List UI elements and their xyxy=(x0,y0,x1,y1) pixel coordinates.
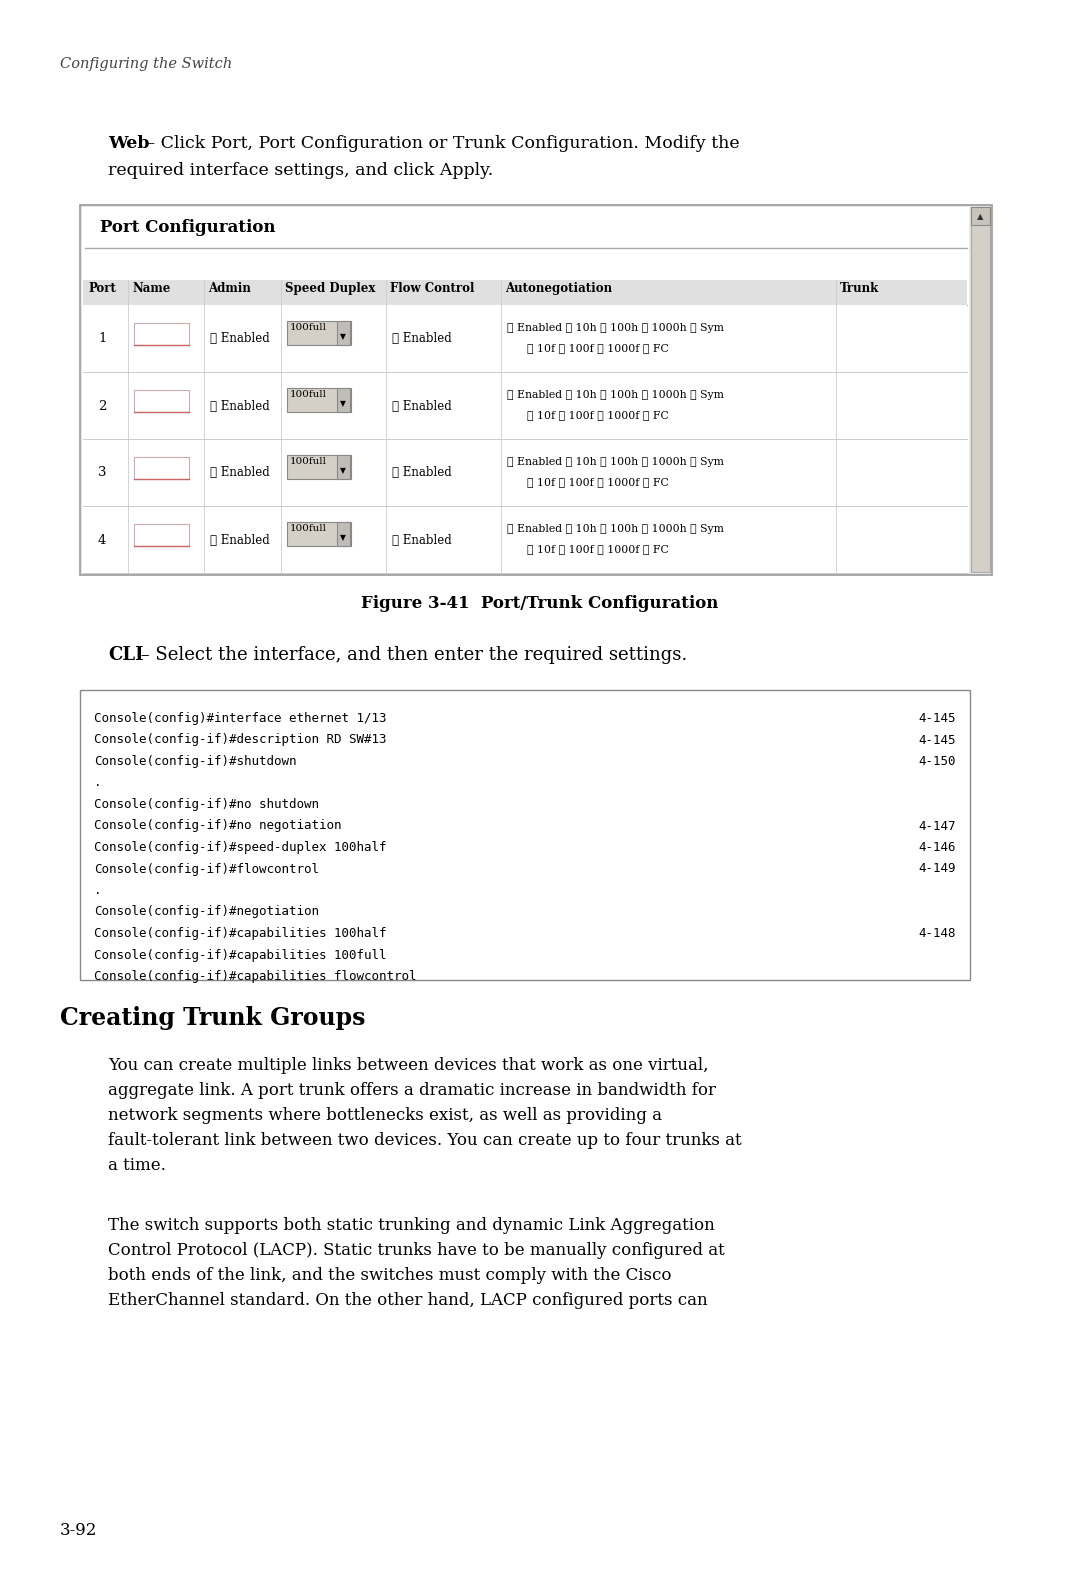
Text: ▼: ▼ xyxy=(340,333,346,342)
Text: 4-146: 4-146 xyxy=(918,842,956,854)
Text: 4-147: 4-147 xyxy=(918,820,956,832)
Text: Console(config-if)#speed-duplex 100half: Console(config-if)#speed-duplex 100half xyxy=(94,842,387,854)
Bar xyxy=(82,207,969,571)
Text: – Select the interface, and then enter the required settings.: – Select the interface, and then enter t… xyxy=(135,645,687,664)
Text: ☑ Enabled: ☑ Enabled xyxy=(210,333,270,345)
Bar xyxy=(83,506,967,573)
Bar xyxy=(337,320,350,345)
Text: Configuring the Switch: Configuring the Switch xyxy=(60,57,232,71)
Text: ☑ Enabled: ☑ Enabled xyxy=(210,534,270,546)
Text: ☑ Enabled ☑ 10h ☑ 100h ☐ 1000h ☐ Sym: ☑ Enabled ☑ 10h ☑ 100h ☐ 1000h ☐ Sym xyxy=(507,323,724,333)
Text: You can create multiple links between devices that work as one virtual,: You can create multiple links between de… xyxy=(108,1057,708,1074)
Text: ☑ Enabled: ☑ Enabled xyxy=(210,466,270,479)
Text: ☐ Enabled: ☐ Enabled xyxy=(392,466,451,479)
Text: Creating Trunk Groups: Creating Trunk Groups xyxy=(60,1006,365,1030)
Bar xyxy=(83,372,967,440)
Text: EtherChannel standard. On the other hand, LACP configured ports can: EtherChannel standard. On the other hand… xyxy=(108,1292,707,1309)
Bar xyxy=(83,279,967,305)
Text: ☑ Enabled ☑ 10h ☑ 100h ☐ 1000h ☐ Sym: ☑ Enabled ☑ 10h ☑ 100h ☐ 1000h ☐ Sym xyxy=(507,524,724,534)
Text: Control Protocol (LACP). Static trunks have to be manually configured at: Control Protocol (LACP). Static trunks h… xyxy=(108,1242,725,1259)
Text: Console(config)#interface ethernet 1/13: Console(config)#interface ethernet 1/13 xyxy=(94,713,387,725)
Text: Figure 3-41  Port/Trunk Configuration: Figure 3-41 Port/Trunk Configuration xyxy=(362,595,718,612)
Bar xyxy=(134,389,189,411)
Text: ☑ Enabled ☑ 10h ☑ 100h ☐ 1000h ☐ Sym: ☑ Enabled ☑ 10h ☑ 100h ☐ 1000h ☐ Sym xyxy=(507,389,724,400)
Bar xyxy=(337,521,350,546)
Text: 2: 2 xyxy=(98,399,106,413)
Text: ☑ 10f ☑ 100f ☐ 1000f ☐ FC: ☑ 10f ☑ 100f ☐ 1000f ☐ FC xyxy=(527,477,669,487)
Text: aggregate link. A port trunk offers a dramatic increase in bandwidth for: aggregate link. A port trunk offers a dr… xyxy=(108,1082,716,1099)
Text: a time.: a time. xyxy=(108,1157,166,1174)
Text: ☑ Enabled: ☑ Enabled xyxy=(210,399,270,413)
Bar xyxy=(337,388,350,411)
Text: ☑ 10f ☑ 100f ☐ 1000f ☐ FC: ☑ 10f ☑ 100f ☐ 1000f ☐ FC xyxy=(527,410,669,421)
Text: ☐ Enabled: ☐ Enabled xyxy=(392,333,451,345)
Bar xyxy=(80,206,993,575)
Bar xyxy=(287,455,351,479)
Bar xyxy=(80,689,970,980)
Bar xyxy=(83,305,967,372)
Text: Console(config-if)#no shutdown: Console(config-if)#no shutdown xyxy=(94,798,319,812)
Text: required interface settings, and click Apply.: required interface settings, and click A… xyxy=(108,162,494,179)
Text: 100full: 100full xyxy=(291,323,327,331)
Text: ☐ Enabled: ☐ Enabled xyxy=(392,534,451,546)
Text: both ends of the link, and the switches must comply with the Cisco: both ends of the link, and the switches … xyxy=(108,1267,672,1284)
Text: 100full: 100full xyxy=(291,524,327,532)
Text: ▼: ▼ xyxy=(340,534,346,543)
Text: ▼: ▼ xyxy=(340,466,346,476)
Text: 4-145: 4-145 xyxy=(918,733,956,746)
Bar xyxy=(287,320,351,345)
Text: 1: 1 xyxy=(98,333,106,345)
Bar xyxy=(287,521,351,546)
Text: 100full: 100full xyxy=(291,389,327,399)
Text: Console(config-if)#negotiation: Console(config-if)#negotiation xyxy=(94,906,319,918)
Text: Autonegotiation: Autonegotiation xyxy=(505,283,612,295)
Text: .: . xyxy=(94,777,102,790)
Text: 3-92: 3-92 xyxy=(60,1521,97,1539)
Text: Console(config-if)#no negotiation: Console(config-if)#no negotiation xyxy=(94,820,341,832)
Text: Port: Port xyxy=(87,283,116,295)
Bar xyxy=(134,524,189,546)
Bar xyxy=(337,455,350,479)
Text: 100full: 100full xyxy=(291,457,327,466)
Text: Console(config-if)#flowcontrol: Console(config-if)#flowcontrol xyxy=(94,862,319,876)
Text: 4-145: 4-145 xyxy=(918,713,956,725)
Text: ☑ 10f ☑ 100f ☐ 1000f ☐ FC: ☑ 10f ☑ 100f ☐ 1000f ☐ FC xyxy=(527,543,669,554)
Bar xyxy=(134,323,189,345)
Text: ▲: ▲ xyxy=(976,212,983,221)
Text: Speed Duplex: Speed Duplex xyxy=(285,283,376,295)
Text: Flow Control: Flow Control xyxy=(390,283,474,295)
Text: Console(config-if)#description RD SW#13: Console(config-if)#description RD SW#13 xyxy=(94,733,387,746)
Text: Console(config-if)#capabilities flowcontrol: Console(config-if)#capabilities flowcont… xyxy=(94,970,417,983)
Bar xyxy=(971,207,990,225)
Text: ☑ 10f ☑ 100f ☐ 1000f ☐ FC: ☑ 10f ☑ 100f ☐ 1000f ☐ FC xyxy=(527,342,669,353)
Text: ▼: ▼ xyxy=(340,399,346,408)
Text: Console(config-if)#shutdown: Console(config-if)#shutdown xyxy=(94,755,297,768)
Text: .: . xyxy=(94,884,102,896)
Text: 4-148: 4-148 xyxy=(918,926,956,940)
Text: 4-150: 4-150 xyxy=(918,755,956,768)
Bar xyxy=(83,440,967,506)
Bar xyxy=(134,457,189,479)
Text: Web: Web xyxy=(108,135,149,152)
Text: 4-149: 4-149 xyxy=(918,862,956,876)
Text: Trunk: Trunk xyxy=(840,283,879,295)
Text: Console(config-if)#capabilities 100half: Console(config-if)#capabilities 100half xyxy=(94,926,387,940)
Bar xyxy=(287,388,351,411)
Text: – Click Port, Port Configuration or Trunk Configuration. Modify the: – Click Port, Port Configuration or Trun… xyxy=(141,135,740,152)
Text: Admin: Admin xyxy=(208,283,251,295)
Text: fault-tolerant link between two devices. You can create up to four trunks at: fault-tolerant link between two devices.… xyxy=(108,1132,742,1149)
Text: ☐ Enabled: ☐ Enabled xyxy=(392,399,451,413)
Text: Port Configuration: Port Configuration xyxy=(100,218,275,236)
Text: 4: 4 xyxy=(98,534,106,546)
Text: Console(config-if)#capabilities 100full: Console(config-if)#capabilities 100full xyxy=(94,948,387,961)
Text: CLI: CLI xyxy=(108,645,144,664)
Bar xyxy=(971,207,990,571)
Text: Name: Name xyxy=(132,283,171,295)
Text: ☑ Enabled ☑ 10h ☑ 100h ☐ 1000h ☐ Sym: ☑ Enabled ☑ 10h ☑ 100h ☐ 1000h ☐ Sym xyxy=(507,457,724,466)
Text: 3: 3 xyxy=(98,466,107,479)
Text: network segments where bottlenecks exist, as well as providing a: network segments where bottlenecks exist… xyxy=(108,1107,662,1124)
Text: The switch supports both static trunking and dynamic Link Aggregation: The switch supports both static trunking… xyxy=(108,1217,715,1234)
